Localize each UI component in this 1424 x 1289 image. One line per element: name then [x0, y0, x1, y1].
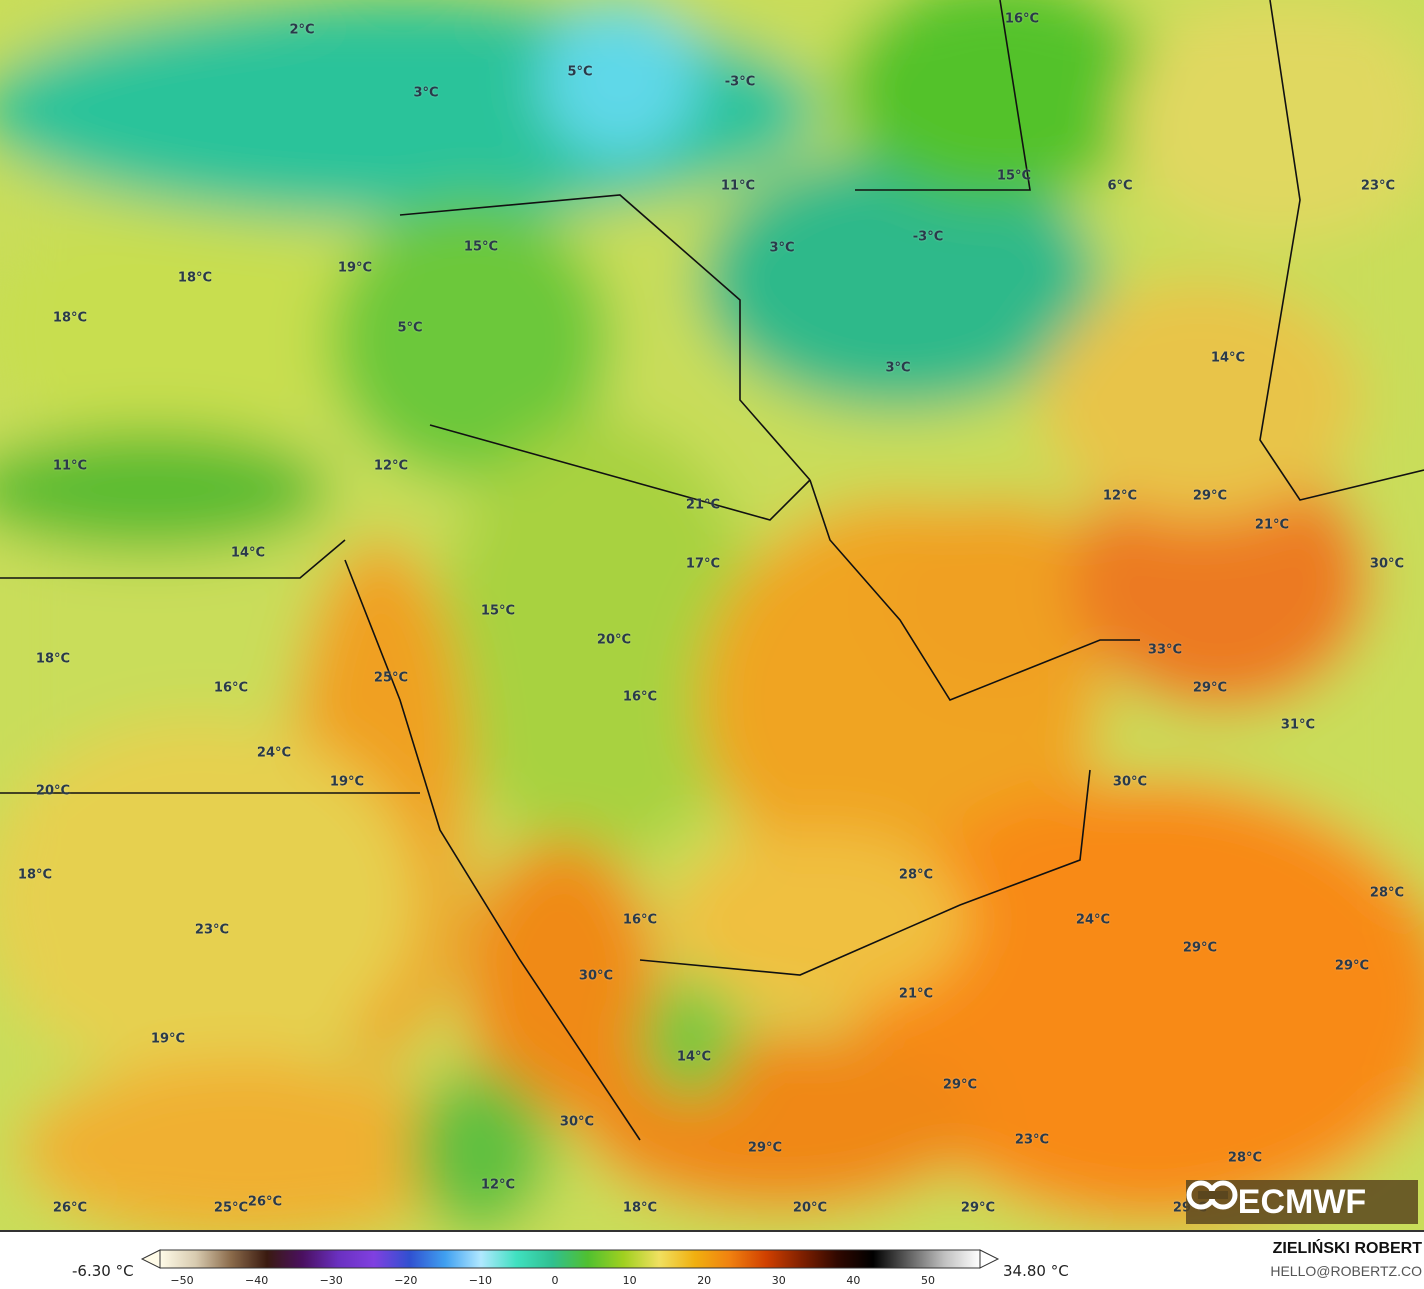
- country-borders: [0, 0, 1424, 1141]
- temperature-label: 17°C: [685, 556, 721, 572]
- temperature-label: 12°C: [373, 458, 409, 474]
- colorbar-tick: 20: [697, 1274, 712, 1287]
- temperature-label: 3°C: [885, 360, 911, 376]
- temperature-label: 3°C: [769, 240, 795, 256]
- temperature-label: 5°C: [397, 320, 423, 336]
- temperature-label: -3°C: [912, 229, 944, 245]
- colorbar-tick: −40: [244, 1274, 269, 1287]
- temperature-label: 26°C: [247, 1194, 283, 1210]
- temperature-label: 30°C: [578, 968, 614, 984]
- temperature-label: 24°C: [1075, 912, 1111, 928]
- temperature-label: 30°C: [1112, 774, 1148, 790]
- colorbar-gradient: [159, 1249, 981, 1269]
- temperature-label: 15°C: [480, 603, 516, 619]
- temperature-label: 21°C: [685, 497, 721, 513]
- legend-max-label: 34.80 °C: [1003, 1262, 1069, 1280]
- colorbar-max-arrow: [979, 1249, 1000, 1269]
- temperature-label: 29°C: [1192, 680, 1228, 696]
- colorbar-tick: 50: [921, 1274, 935, 1287]
- temperature-label: 33°C: [1147, 642, 1183, 658]
- temperature-label: 2°C: [289, 22, 315, 38]
- temperature-label: 29°C: [942, 1077, 978, 1093]
- temperature-label: 20°C: [792, 1200, 828, 1216]
- temperature-label: 11°C: [720, 178, 756, 194]
- colorbar-tick: 30: [771, 1274, 786, 1287]
- temperature-label: 15°C: [996, 168, 1032, 184]
- legend-footer: -6.30 °C −50 −40 −30 −20 −10 0 10 20 30 40 50 34.8…: [0, 1230, 1424, 1289]
- temperature-label: 29°C: [960, 1200, 996, 1216]
- temperature-label: 16°C: [213, 680, 249, 696]
- ecmwf-logo: ECMWF: [1186, 1180, 1418, 1224]
- temperature-label: 18°C: [177, 270, 213, 286]
- temperature-label: 23°C: [1014, 1132, 1050, 1148]
- map-fill: [0, 0, 1424, 1230]
- temperature-label: 21°C: [898, 986, 934, 1002]
- temperature-label: 25°C: [213, 1200, 249, 1216]
- temperature-label: 26°C: [52, 1200, 88, 1216]
- temperature-label: 24°C: [256, 745, 292, 761]
- colorbar-tick: −10: [468, 1274, 492, 1287]
- temperature-label: 29°C: [1182, 940, 1218, 956]
- author-email: HELLO@ROBERTZ.CO: [1270, 1263, 1422, 1279]
- temperature-label: 19°C: [337, 260, 373, 276]
- ecmwf-logo-text: ECMWF: [1237, 1182, 1367, 1221]
- temperature-label: 20°C: [35, 783, 71, 799]
- temperature-label: 28°C: [1227, 1150, 1263, 1166]
- temperature-label: 5°C: [567, 64, 593, 80]
- temperature-label: 14°C: [676, 1049, 712, 1065]
- temperature-label: 16°C: [622, 912, 658, 928]
- temperature-label: 25°C: [373, 670, 409, 686]
- temperature-label: 28°C: [898, 867, 934, 883]
- legend-min-label: -6.30 °C: [72, 1262, 134, 1280]
- temperature-label: 14°C: [1210, 350, 1246, 366]
- colorbar-tick: −50: [170, 1274, 194, 1287]
- colorbar-tick: 40: [846, 1274, 861, 1287]
- temperature-label: 15°C: [463, 239, 499, 255]
- temperature-label: 14°C: [230, 545, 266, 561]
- temperature-label: 21°C: [1254, 517, 1290, 533]
- temperature-label: 29°C: [1192, 488, 1228, 504]
- temperature-label: 19°C: [150, 1031, 186, 1047]
- temperature-label: 29°C: [747, 1140, 783, 1156]
- temperature-label: 11°C: [52, 458, 88, 474]
- temperature-label: 6°C: [1107, 178, 1133, 194]
- temperature-label: 12°C: [1102, 488, 1138, 504]
- colorbar: [140, 1249, 1000, 1269]
- colorbar-tick: 0: [551, 1274, 559, 1287]
- temperature-label: 3°C: [413, 85, 439, 101]
- temperature-label: -3°C: [724, 74, 756, 90]
- temperature-label: 12°C: [480, 1177, 516, 1193]
- temperature-label: 18°C: [17, 867, 53, 883]
- temperature-label: 23°C: [194, 922, 230, 938]
- temperature-label: 18°C: [622, 1200, 658, 1216]
- temperature-label: 19°C: [329, 774, 365, 790]
- temperature-label: 16°C: [622, 689, 658, 705]
- temperature-label: 29°C: [1334, 958, 1370, 974]
- temperature-label: 18°C: [52, 310, 88, 326]
- colorbar-tick: 10: [622, 1274, 637, 1287]
- temperature-map[interactable]: 2°C 5°C -3°C 16°C 3°C 11°C 15°C 6°C 23°C 3°C -3°C 1…: [0, 0, 1424, 1230]
- ecmwf-logo-icon: [1186, 1180, 1238, 1210]
- temperature-label: 23°C: [1360, 178, 1396, 194]
- colorbar-tick: −20: [394, 1274, 418, 1287]
- author-name: ZIELIŃSKI ROBERT: [1272, 1240, 1422, 1257]
- temperature-label: 20°C: [596, 632, 632, 648]
- temperature-label: 18°C: [35, 651, 71, 667]
- temperature-label: 28°C: [1369, 885, 1405, 901]
- temperature-label: 16°C: [1004, 11, 1040, 27]
- temperature-label: 31°C: [1280, 717, 1316, 733]
- temperature-label: 30°C: [559, 1114, 595, 1130]
- colorbar-tick: −30: [319, 1274, 343, 1287]
- temperature-label: 30°C: [1369, 556, 1405, 572]
- colorbar-min-arrow: [140, 1249, 161, 1269]
